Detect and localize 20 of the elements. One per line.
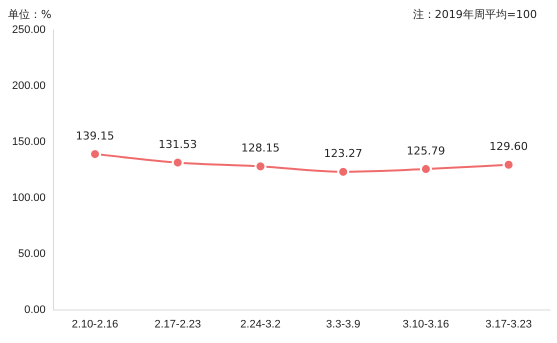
x-tick-label: 2.24-3.2 xyxy=(240,318,281,330)
data-label: 139.15 xyxy=(76,129,114,142)
data-label: 129.60 xyxy=(489,140,528,154)
y-tick-label: 250.00 xyxy=(12,24,46,36)
data-label: 123.27 xyxy=(324,147,362,160)
y-tick-label: 200.00 xyxy=(12,80,46,92)
x-tick-label: 3.10-3.16 xyxy=(402,318,450,330)
y-tick-label: 0.00 xyxy=(24,304,46,316)
y-axis-title: 单位：% xyxy=(8,7,52,22)
data-label: 125.79 xyxy=(406,144,446,158)
x-tick-label: 3.3-3.9 xyxy=(326,318,360,330)
data-label: 131.53 xyxy=(158,138,197,151)
y-tick-label: 50.00 xyxy=(18,248,46,260)
text: 注：2019年周平均=100 xyxy=(412,7,537,22)
y-tick-label: 150.00 xyxy=(12,136,46,148)
x-tick-label: 2.10-2.16 xyxy=(72,318,118,330)
data-label: 128.15 xyxy=(241,142,280,155)
y-tick-label: 100.00 xyxy=(12,192,46,204)
x-tick-label: 3.17-3.23 xyxy=(485,318,532,330)
x-tick-label: 2.17-2.23 xyxy=(154,318,201,330)
